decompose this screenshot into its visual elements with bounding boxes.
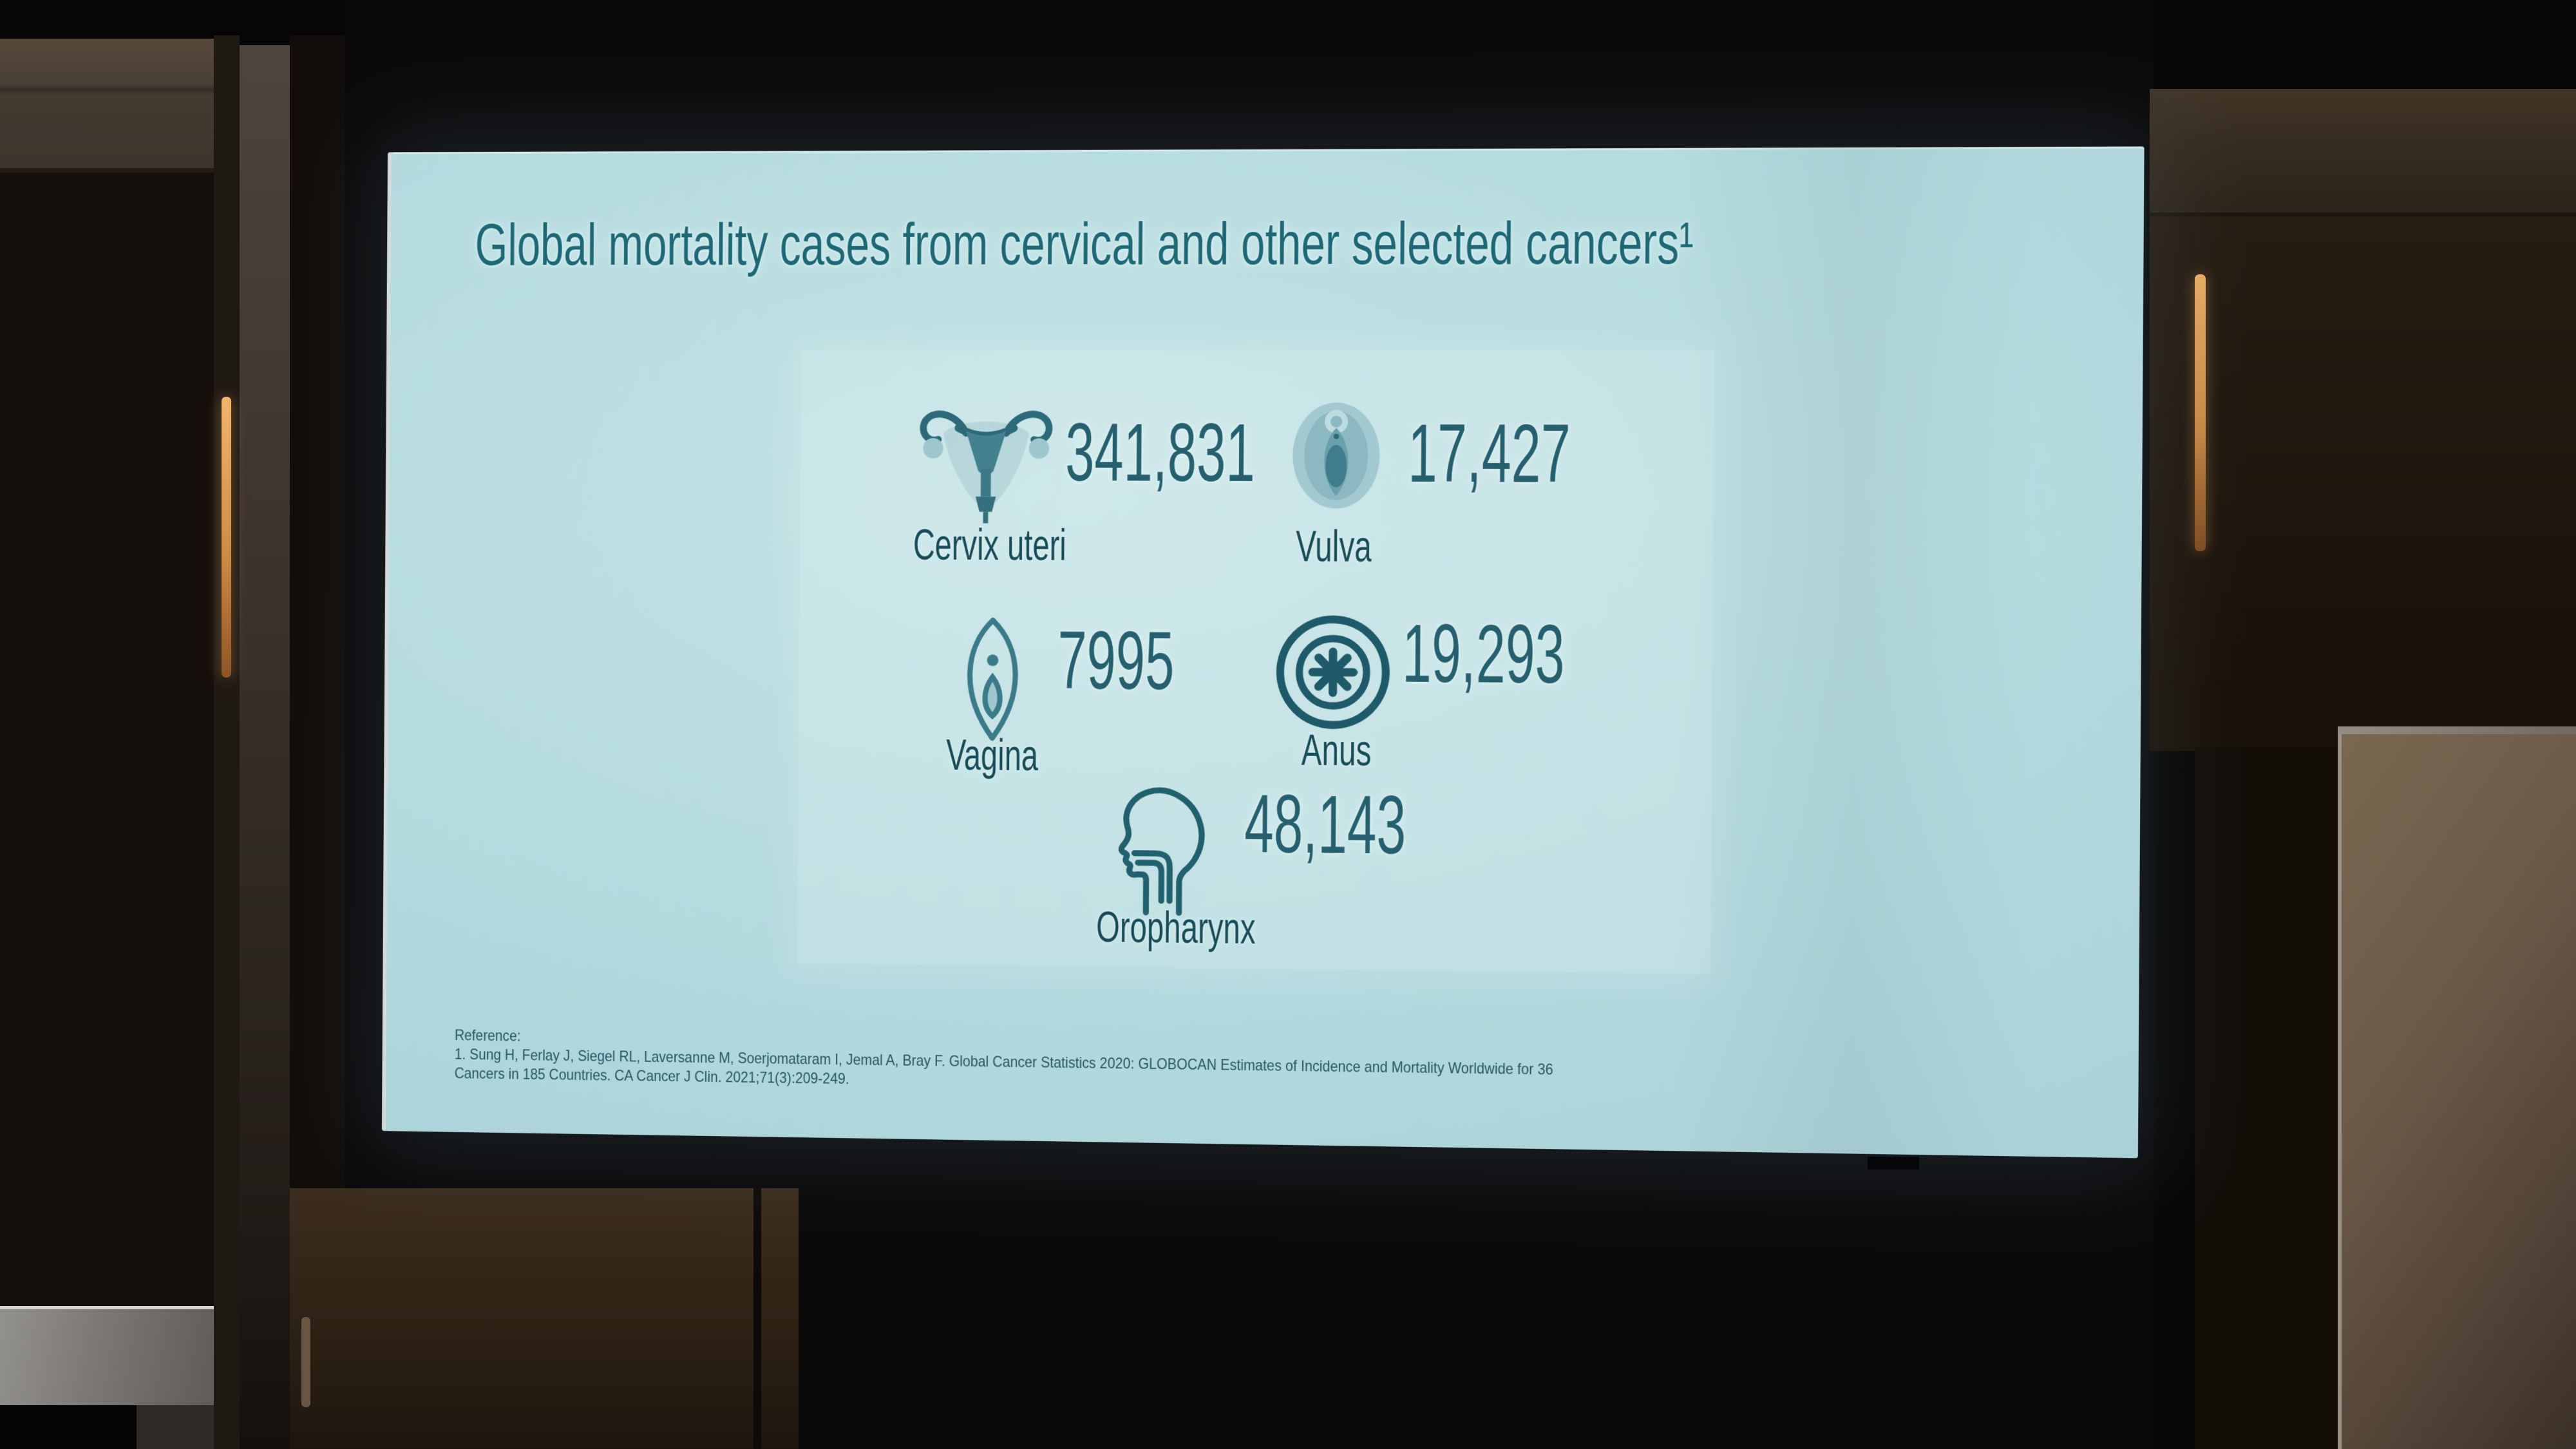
conference-room-scene: Global mortality cases from cervical and… xyxy=(0,0,2576,1449)
left-door-post xyxy=(240,45,290,1449)
right-wall xyxy=(2150,216,2576,751)
uterus-icon xyxy=(914,395,1058,530)
anus-value: 19,293 xyxy=(1402,612,1565,696)
left-doorway xyxy=(0,173,214,1307)
slide-highlight-area xyxy=(797,350,1714,974)
cervix-uteri-label: Cervix uteri xyxy=(913,523,1066,567)
left-frame-gap xyxy=(214,35,240,1449)
door-below-screen xyxy=(290,1188,799,1449)
laptop-screen xyxy=(0,1405,137,1449)
cervix-uteri-value: 341,831 xyxy=(1065,412,1255,495)
anus-icon xyxy=(1273,612,1393,733)
right-door-beam xyxy=(2150,89,2576,216)
door-panel-small xyxy=(137,1405,214,1449)
vagina-icon xyxy=(940,612,1045,748)
flipchart-shadow xyxy=(2195,747,2344,1449)
flipchart-easel xyxy=(2338,726,2576,1449)
vulva-label: Vulva xyxy=(1296,524,1372,569)
reference-heading: Reference: xyxy=(455,1026,1553,1060)
slide-title: Global mortality cases from cervical and… xyxy=(475,210,1694,279)
vulva-value: 17,427 xyxy=(1408,412,1571,495)
left-door-glint xyxy=(222,397,231,677)
oropharynx-value: 48,143 xyxy=(1244,783,1406,867)
vagina-value: 7995 xyxy=(1057,620,1175,703)
reference-block: Reference: 1. Sung H, Ferlay J, Siegel R… xyxy=(455,1026,1553,1099)
vagina-label: Vagina xyxy=(946,733,1038,777)
table-edge xyxy=(0,1306,214,1407)
oropharynx-label: Oropharynx xyxy=(1096,905,1256,951)
vulva-icon xyxy=(1280,396,1392,515)
left-door-beam xyxy=(0,39,214,173)
oropharynx-icon xyxy=(1101,768,1224,918)
anus-label: Anus xyxy=(1302,728,1372,773)
right-door-glint xyxy=(2195,274,2206,551)
screen-bottom-tab xyxy=(1868,1157,1919,1170)
presentation-slide: Global mortality cases from cervical and… xyxy=(386,146,2145,1158)
reference-line: 1. Sung H, Ferlay J, Siegel RL, Laversan… xyxy=(455,1045,1553,1080)
reference-line: Cancers in 185 Countries. CA Cancer J Cl… xyxy=(455,1064,1553,1099)
